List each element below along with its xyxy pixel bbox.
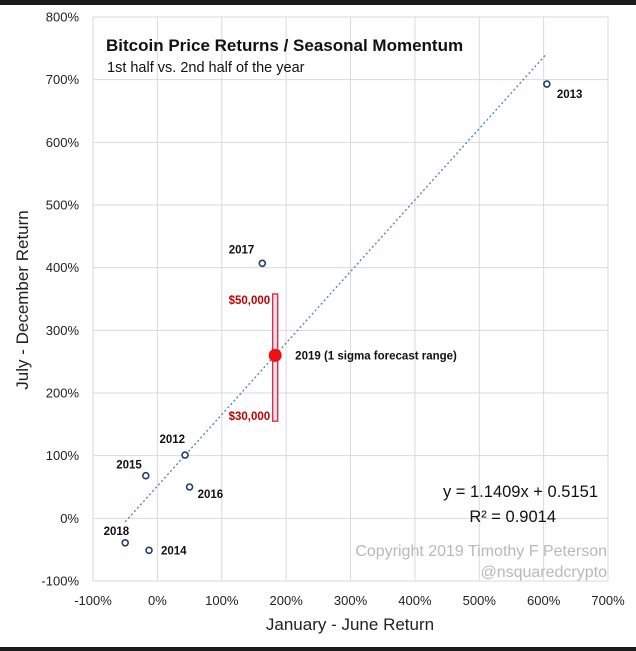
data-point <box>141 471 150 480</box>
y-tick-label: 300% <box>46 323 80 338</box>
data-point <box>543 80 551 88</box>
x-tick-label: 600% <box>527 593 561 608</box>
chart-title: Bitcoin Price Returns / Seasonal Momentu… <box>106 36 463 55</box>
y-tick-label: 500% <box>46 198 80 213</box>
data-point-label: 2016 <box>198 489 224 501</box>
y-ticks: -100% 0% 100% 200% 300% 400% 500% 600% 700% 800% <box>41 10 79 589</box>
data-point-label: 2014 <box>161 545 187 557</box>
y-tick-label: 0% <box>60 511 79 526</box>
copyright-text: Copyright 2019 Timothy F Peterson <box>355 543 607 560</box>
y-tick-label: 200% <box>46 386 80 401</box>
chart-subtitle: 1st half vs. 2nd half of the year <box>107 60 305 76</box>
forecast-label: 2019 (1 sigma forecast range) <box>295 350 457 362</box>
x-tick-label: 500% <box>463 593 497 608</box>
data-point <box>145 546 153 555</box>
handle-text: @nsquaredcrypto <box>480 564 607 581</box>
top-border <box>0 0 636 5</box>
y-tick-label: 600% <box>46 135 80 150</box>
x-ticks: -100% 0% 100% 200% 300% 400% 500% 600% 700% <box>74 593 625 608</box>
x-tick-label: -100% <box>74 593 112 608</box>
grid <box>92 16 609 582</box>
y-tick-label: 400% <box>46 260 80 275</box>
data-point-label: 2017 <box>229 244 255 256</box>
data-point <box>181 451 189 459</box>
y-tick-label: 100% <box>46 448 80 463</box>
forecast-point <box>268 348 282 362</box>
data-point-label: 2012 <box>159 434 185 446</box>
data-point <box>185 483 194 491</box>
data-point-label: 2015 <box>116 460 142 472</box>
x-tick-label: 300% <box>334 593 368 608</box>
y-tick-label: 800% <box>46 10 80 25</box>
x-tick-label: 400% <box>398 593 432 608</box>
y-axis-title: July - December Return <box>13 210 32 390</box>
bottom-border <box>0 647 636 651</box>
data-point <box>121 538 129 547</box>
y-tick-label: -100% <box>41 574 79 589</box>
x-tick-label: 700% <box>591 593 625 608</box>
r-squared: R² = 0.9014 <box>469 508 556 526</box>
forecast-high-label: $50,000 <box>229 295 271 307</box>
x-tick-label: 0% <box>148 593 167 608</box>
forecast-low-label: $30,000 <box>229 411 271 423</box>
data-point-label: 2018 <box>104 526 130 538</box>
data-point-label: 2013 <box>557 89 583 101</box>
y-tick-label: 700% <box>46 72 80 87</box>
x-axis-title: January - June Return <box>266 615 434 634</box>
data-point <box>258 259 267 268</box>
x-tick-label: 200% <box>270 593 304 608</box>
trendline <box>124 53 548 523</box>
data-points: 2013 2017 2012 2015 2016 2018 2014 <box>104 80 583 557</box>
x-tick-label: 100% <box>205 593 239 608</box>
regression-equation: y = 1.1409x + 0.5151 <box>443 483 598 501</box>
